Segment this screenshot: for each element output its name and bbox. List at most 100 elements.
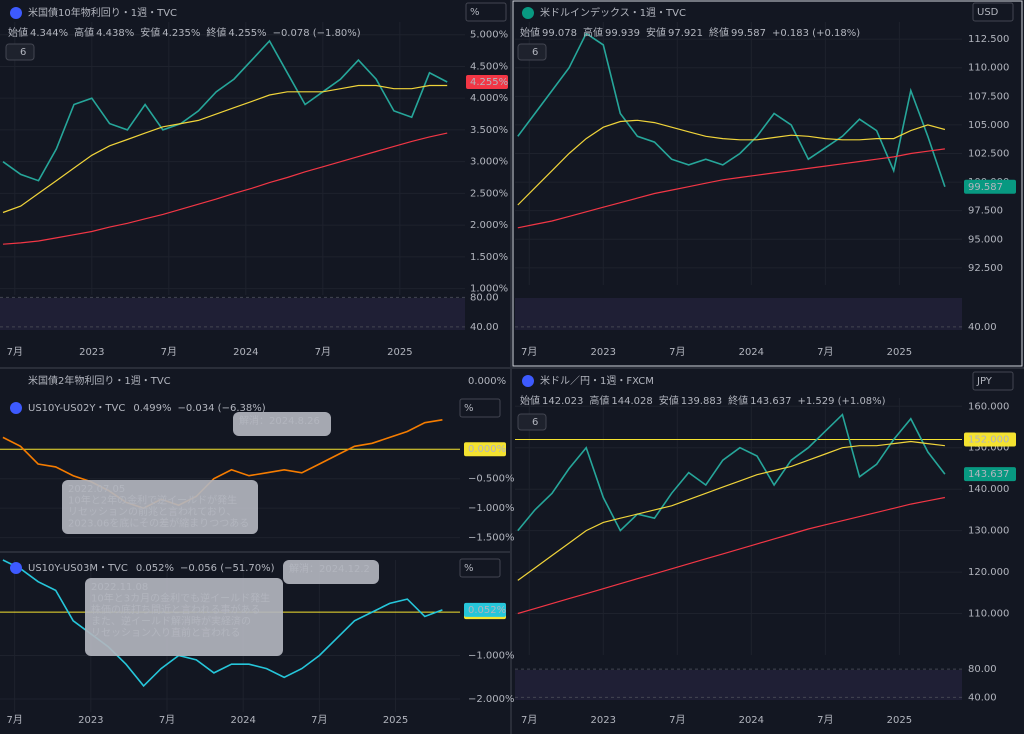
price-tag <box>464 602 506 617</box>
scale-button-label: % <box>464 563 474 574</box>
y-tick-label: 150.000 <box>968 443 1009 454</box>
annotation-text: 2023.06を底にその差が縮まりつつある <box>68 517 249 530</box>
y-tick-label: 107.500 <box>968 91 1009 102</box>
y-tick-label: 2.500% <box>470 188 508 199</box>
series-line <box>517 119 946 206</box>
scale-button[interactable] <box>972 371 1014 391</box>
legend-count: 6 <box>532 417 538 428</box>
ohlc-label: 終値 <box>709 26 729 39</box>
scale-button[interactable] <box>459 398 501 418</box>
annotation-text: 2022.11.08 <box>91 582 148 593</box>
legend-toggle[interactable] <box>5 43 35 61</box>
annotation-box <box>283 560 379 584</box>
y-tick-label: 5.000% <box>470 30 508 41</box>
annotation-box <box>85 578 283 656</box>
series-line <box>2 559 443 688</box>
x-tick-label: 2025 <box>383 715 408 726</box>
rsi-tick-label: 40.00 <box>968 692 997 703</box>
y-tick-label: −1.500% <box>468 533 515 544</box>
rsi-band <box>515 298 962 330</box>
x-tick-label: 7月 <box>521 714 537 726</box>
x-tick-label: 7月 <box>669 714 685 726</box>
series-line <box>517 148 945 229</box>
source-tick: 0.000% <box>468 376 506 387</box>
flag-icon <box>10 7 22 19</box>
x-tick-label: 7月 <box>7 346 23 358</box>
ohlc-label: 始値 <box>520 394 540 407</box>
price-tag-label: 4.255% <box>470 77 508 88</box>
series-line <box>517 413 946 532</box>
y-tick-label: 4.500% <box>470 61 508 72</box>
ohlc-value: 99.939 <box>605 28 640 39</box>
rsi-band <box>515 670 962 700</box>
legend-toggle[interactable] <box>517 43 547 61</box>
annotation-text: 株価の底打ち間近と言われる事がある <box>91 603 261 616</box>
price-tag <box>964 179 1016 194</box>
y-tick-label: 105.000 <box>968 120 1009 131</box>
x-tick-label: 2023 <box>591 347 616 358</box>
pane-title: 米ドル／円・1週・FXCM <box>540 374 654 387</box>
annotation-text: リセッション入り直前と言われる <box>91 626 241 639</box>
x-tick-label: 7月 <box>817 714 833 726</box>
pane-title: 米ドルインデックス・1週・TVC <box>540 6 686 19</box>
scale-button-label: JPY <box>976 376 993 387</box>
y-tick-label: 130.000 <box>968 526 1009 537</box>
x-tick-label: 2024 <box>739 347 764 358</box>
change: +1.529 (+1.08%) <box>797 396 885 407</box>
ohlc-value: 4.255% <box>228 28 266 39</box>
y-tick-label: 4.000% <box>470 93 508 104</box>
hline-label: 0.000% <box>468 444 506 455</box>
rsi-tick-label: 80.00 <box>470 292 499 303</box>
y-tick-label: −2.000% <box>468 694 515 705</box>
last-value: 0.052% <box>136 563 174 574</box>
pane-title: US10Y-US03M・TVC <box>28 563 128 574</box>
ohlc-label: 終値 <box>206 26 226 39</box>
flag-icon <box>522 7 534 19</box>
series-line <box>2 419 443 510</box>
price-tag-label: 99.587 <box>968 182 1003 193</box>
annotation-box <box>233 412 331 436</box>
series-line <box>517 32 946 188</box>
pane-title: US10Y-US02Y・TVC <box>28 403 125 414</box>
y-tick-label: 92.500 <box>968 263 1003 274</box>
ohlc-label: 始値 <box>520 26 540 39</box>
scale-button[interactable] <box>459 558 501 578</box>
scale-button-label: % <box>470 7 480 18</box>
legend-toggle[interactable] <box>517 413 547 431</box>
ohlc-label: 高値 <box>583 26 603 39</box>
x-tick-label: 2025 <box>887 715 912 726</box>
y-tick-label: 3.500% <box>470 125 508 136</box>
last-value: 0.499% <box>133 403 171 414</box>
ohlc-value: 4.438% <box>96 28 134 39</box>
x-tick-label: 7月 <box>521 346 537 358</box>
annotation-text: 解消：2024.8.26 <box>239 414 320 427</box>
y-tick-label: −0.500% <box>468 474 515 485</box>
annotation-text: 10年と2年の金利で逆イールドが発生 <box>68 494 237 507</box>
ohlc-label: 安値 <box>659 394 679 407</box>
ohlc-value: 144.028 <box>611 396 652 407</box>
y-tick-label: −1.000% <box>468 651 515 662</box>
flag-icon <box>522 375 534 387</box>
rsi-tick-label: 40.00 <box>470 322 499 333</box>
y-tick-label: 140.000 <box>968 484 1009 495</box>
series-line <box>517 440 945 581</box>
scale-button[interactable] <box>465 2 507 22</box>
rsi-band <box>0 298 465 330</box>
y-tick-label: 112.500 <box>968 34 1009 45</box>
scale-button[interactable] <box>972 2 1014 22</box>
x-tick-label: 2023 <box>79 347 104 358</box>
x-tick-label: 2024 <box>739 715 764 726</box>
ohlc-value: 99.078 <box>542 28 577 39</box>
ohlc-label: 安値 <box>646 26 666 39</box>
y-tick-label: 97.500 <box>968 206 1003 217</box>
y-tick-label: 160.000 <box>968 401 1009 412</box>
annotation-text: 解消：2024.12.2 <box>289 562 370 575</box>
scale-button-label: % <box>464 403 474 414</box>
ohlc-label: 始値 <box>8 26 28 39</box>
price-tag <box>964 432 1016 447</box>
price-tag-label: 143.637 <box>968 469 1009 480</box>
annotation-text: 10年と3カ月の金利でも逆イールド発生 <box>91 592 270 605</box>
x-tick-label: 7月 <box>315 346 331 358</box>
change: −0.056 (−51.70%) <box>180 563 275 574</box>
